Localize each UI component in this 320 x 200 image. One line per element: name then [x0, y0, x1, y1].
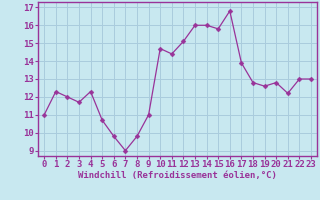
X-axis label: Windchill (Refroidissement éolien,°C): Windchill (Refroidissement éolien,°C) [78, 171, 277, 180]
